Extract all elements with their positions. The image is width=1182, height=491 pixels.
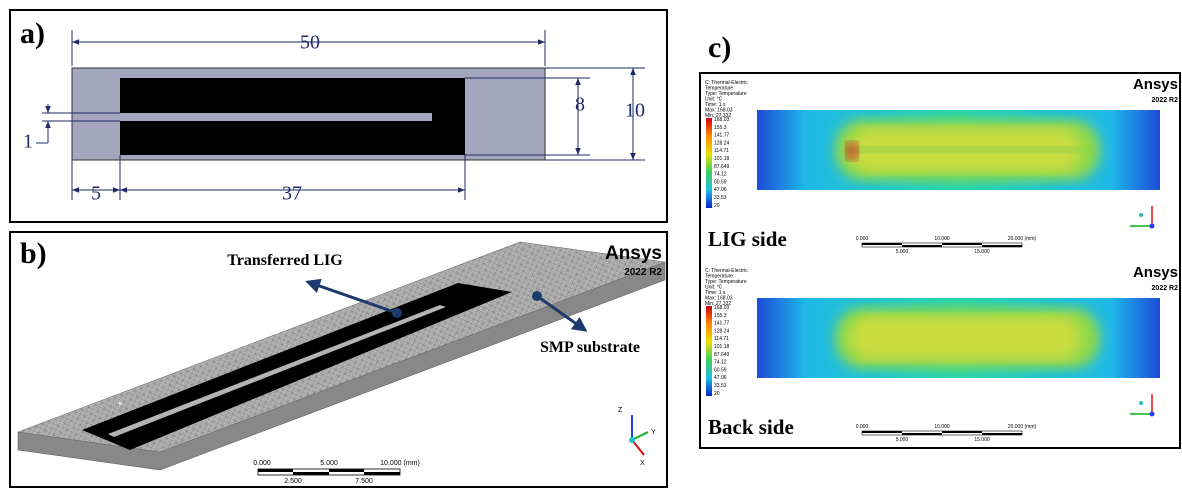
legend-label: 33.53 [714,195,727,201]
version: 2022 R2 [1152,97,1179,104]
dim-strip-width: 1 [23,131,33,153]
scale-label: 20.000 (mm) [1008,424,1037,430]
dim-length: 50 [300,32,320,54]
panel-b: b) + Ansys 2022 R2 Transferred LIG SMP s… [10,232,667,487]
panel-label: b) [20,237,47,270]
scale-label: 5.000 [320,460,338,467]
dim-width: 10 [625,100,645,122]
scale-label: 0.000 [856,236,869,242]
legend-label: 74.12 [714,360,727,366]
scale-label: 7.500 [355,478,373,485]
scale-bar: 0.000 5.000 10.000 (mm) 2.500 7.500 [253,460,420,485]
scale-label: 0.000 [253,460,271,467]
axis-dot [1139,401,1143,405]
strip [850,147,1080,153]
heat-map [757,110,1160,190]
version: 2022 R2 [1152,285,1179,292]
axis-dot [1139,213,1143,217]
axis-triad: Z Y X [618,407,656,467]
heat-map [757,298,1160,378]
scale-seg [862,243,902,245]
color-bar [706,306,712,396]
scale-seg [862,431,902,433]
color-bar [706,118,712,208]
scale-label: 5.000 [896,437,909,443]
legend-label: 60.59 [714,179,727,185]
legend-label: 128.24 [714,140,730,146]
legend-label: 74.12 [714,172,727,178]
scale-label: 15.000 [974,249,990,255]
scale-label: 10.000 [934,424,950,430]
heat-hot [850,316,1080,360]
axis-label: X [640,460,645,467]
strip [120,113,432,121]
scale-seg [902,433,942,435]
axis-label: Z [618,407,623,414]
figure: a) 50 8 10 1 5 37 b) + Ansys 2022 R2 Tra… [0,0,1182,491]
hot-spot [846,142,858,160]
scale-seg [982,245,1022,247]
legend-label: 60.59 [714,367,727,373]
scale-label: 10.000 [934,236,950,242]
callout: SMP substrate [540,339,640,356]
legend-label: 155.3 [714,313,727,319]
legend-label: 128.24 [714,328,730,334]
side-label: LIG side [708,227,787,251]
legend-label: 101.18 [714,344,730,350]
scale-seg [942,243,982,245]
axis-origin [1150,224,1155,229]
scale-seg [942,431,982,433]
panel-label: c) [708,31,731,64]
brand: Ansys [1133,264,1178,281]
cursor: + [117,399,123,410]
legend-label: 141.77 [714,133,730,139]
axis-label: Y [651,429,656,436]
legend-label: 168.03 [714,305,730,311]
panel-c: c) C: Thermal-ElectricTemperatureType: T… [700,31,1180,448]
dim-lig-width: 8 [575,94,585,116]
legend-label: 114.71 [714,148,729,154]
legend-label: 33.53 [714,383,727,389]
legend-label: 101.18 [714,156,730,162]
brand: Ansys [1133,76,1178,93]
legend-label: 20 [714,391,720,397]
legend-label: 155.3 [714,125,727,131]
dim-margin: 5 [91,183,101,205]
axis-origin [1150,412,1155,417]
legend-label: 20 [714,203,720,209]
legend-label: 168.03 [714,117,730,123]
scale-label: 10.000 (mm) [380,460,420,467]
scale-seg [982,433,1022,435]
scale-label: 5.000 [896,249,909,255]
scale-label: 20.000 (mm) [1008,236,1037,242]
legend-label: 87.649 [714,352,730,358]
legend-label: 47.06 [714,187,727,193]
dim-lig-length: 37 [282,183,302,205]
side-label: Back side [708,415,794,439]
lig-pattern [82,283,512,450]
legend-label: 114.71 [714,336,729,342]
panel-a: a) 50 8 10 1 5 37 [10,10,667,222]
scale-label: 2.500 [284,478,302,485]
brand: Ansys [605,243,662,264]
legend-label: 141.77 [714,321,730,327]
callout: Transferred LIG [227,252,343,269]
legend-label: 47.06 [714,375,727,381]
scale-seg [902,245,942,247]
scale-label: 0.000 [856,424,869,430]
scale-label: 15.000 [974,437,990,443]
version: 2022 R2 [624,267,662,278]
panel-label: a) [20,17,45,50]
legend-label: 87.649 [714,164,730,170]
